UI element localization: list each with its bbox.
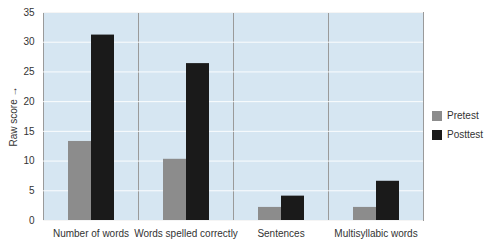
svg-text:5: 5	[29, 185, 35, 196]
svg-text:30: 30	[23, 36, 35, 47]
svg-text:15: 15	[23, 126, 35, 137]
html-text:Posttest: Posttest	[447, 129, 484, 140]
svg-text:35: 35	[23, 7, 35, 18]
svg-text:10: 10	[23, 155, 35, 166]
svg-text:Multisyllabic words: Multisyllabic words	[334, 228, 417, 239]
html-text:Pretest: Pretest	[447, 110, 479, 121]
svg-text:Words spelled correctly: Words spelled correctly	[134, 228, 238, 239]
svg-text:Sentences: Sentences	[257, 228, 304, 239]
svg-text:Number of words: Number of words	[53, 228, 129, 239]
svg-text:25: 25	[23, 66, 35, 77]
svg-text:20: 20	[23, 96, 35, 107]
svg-text:0: 0	[29, 215, 35, 226]
svg-text:Raw score →: Raw score →	[8, 86, 19, 146]
